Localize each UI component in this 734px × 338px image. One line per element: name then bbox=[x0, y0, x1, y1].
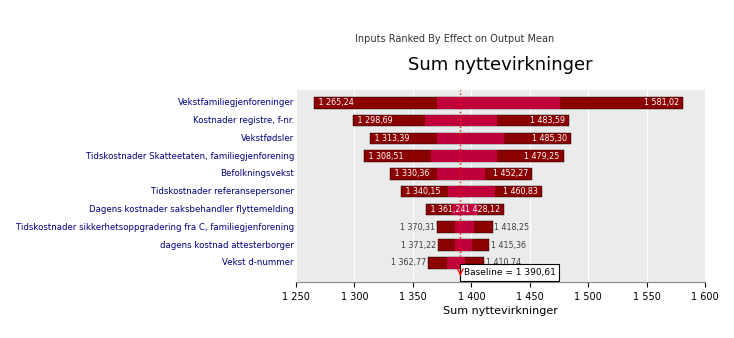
Bar bbox=[437, 97, 560, 108]
Text: 1 298,69: 1 298,69 bbox=[355, 116, 393, 125]
Text: 1 415,36: 1 415,36 bbox=[491, 241, 526, 249]
Text: 1 460,83: 1 460,83 bbox=[504, 187, 541, 196]
Text: 1 371,22: 1 371,22 bbox=[401, 241, 436, 249]
Text: 1 370,31: 1 370,31 bbox=[400, 223, 435, 232]
Text: Baseline = 1 390,61: Baseline = 1 390,61 bbox=[464, 268, 556, 277]
Text: 1 410,74: 1 410,74 bbox=[486, 258, 520, 267]
Bar bbox=[364, 150, 564, 162]
Text: 1 418,25: 1 418,25 bbox=[495, 223, 529, 232]
Bar bbox=[401, 186, 542, 197]
Bar bbox=[448, 186, 495, 197]
Text: 1 265,24: 1 265,24 bbox=[316, 98, 353, 107]
Bar bbox=[437, 239, 490, 251]
Title: Sum nyttevirkninger: Sum nyttevirkninger bbox=[408, 55, 593, 74]
Text: Tidskostnader referansepersoner: Tidskostnader referansepersoner bbox=[151, 187, 294, 196]
Bar bbox=[437, 132, 504, 144]
Text: Tidskostnader sikkerhetsoppgradering fra C, familiegjenforening: Tidskostnader sikkerhetsoppgradering fra… bbox=[16, 223, 294, 232]
Text: 1 308,51: 1 308,51 bbox=[366, 152, 404, 161]
Text: Vekstfamiliegjenforeninger: Vekstfamiliegjenforeninger bbox=[178, 98, 294, 107]
Text: 1 330,36: 1 330,36 bbox=[392, 169, 429, 178]
Text: Inputs Ranked By Effect on Output Mean: Inputs Ranked By Effect on Output Mean bbox=[355, 34, 555, 44]
Text: 1 479,25: 1 479,25 bbox=[524, 152, 562, 161]
Text: Vekstfødsler: Vekstfødsler bbox=[241, 134, 294, 143]
Text: 1 313,39: 1 313,39 bbox=[372, 134, 410, 143]
Bar bbox=[437, 221, 493, 233]
Bar bbox=[314, 97, 683, 108]
Text: 1 483,59: 1 483,59 bbox=[530, 116, 567, 125]
Bar bbox=[425, 115, 497, 126]
Text: dagens kostnad attesterborger: dagens kostnad attesterborger bbox=[160, 241, 294, 249]
Text: 1 485,30: 1 485,30 bbox=[532, 134, 570, 143]
Bar bbox=[390, 168, 532, 180]
Text: 1 361,24: 1 361,24 bbox=[428, 205, 465, 214]
Bar bbox=[437, 168, 485, 180]
Text: 1 581,02: 1 581,02 bbox=[644, 98, 681, 107]
Bar bbox=[353, 115, 569, 126]
Text: 1 428,12: 1 428,12 bbox=[465, 205, 503, 214]
Bar bbox=[370, 132, 571, 144]
Bar bbox=[455, 239, 472, 251]
Bar bbox=[455, 221, 474, 233]
Text: Dagens kostnader saksbehandler flyttemelding: Dagens kostnader saksbehandler flyttemel… bbox=[89, 205, 294, 214]
Text: 1 362,77: 1 362,77 bbox=[390, 258, 426, 267]
Bar bbox=[428, 257, 484, 269]
Bar bbox=[431, 150, 498, 162]
Bar bbox=[446, 257, 465, 269]
Text: 1 452,27: 1 452,27 bbox=[493, 169, 531, 178]
Text: Vekst d-nummer: Vekst d-nummer bbox=[222, 258, 294, 267]
Text: 1 340,15: 1 340,15 bbox=[403, 187, 440, 196]
Text: Befolkningsvekst: Befolkningsvekst bbox=[220, 169, 294, 178]
Text: Kostnader registre, f-nr.: Kostnader registre, f-nr. bbox=[192, 116, 294, 125]
X-axis label: Sum nyttevirkninger: Sum nyttevirkninger bbox=[443, 306, 558, 316]
Bar bbox=[452, 204, 478, 215]
Bar bbox=[426, 204, 504, 215]
Text: Tidskostnader Skatteetaten, familiegjenforening: Tidskostnader Skatteetaten, familiegjenf… bbox=[86, 152, 294, 161]
